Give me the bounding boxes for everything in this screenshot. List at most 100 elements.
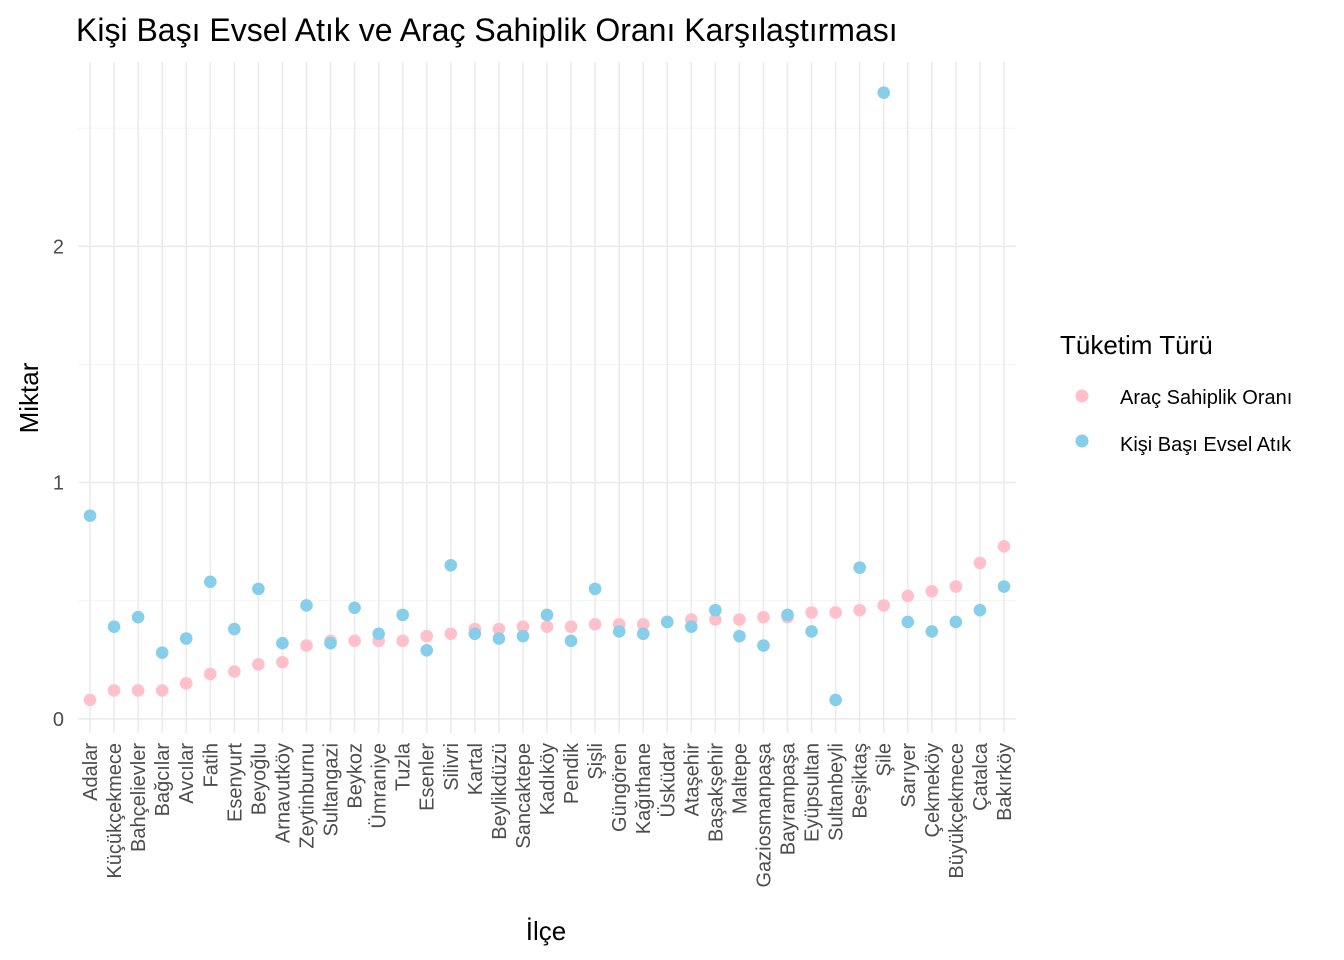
x-tick-label: Gaziosmanpaşa <box>753 742 775 887</box>
point-kisi-basi-atik <box>829 693 842 707</box>
x-tick-label: Arnavutköy <box>272 743 294 843</box>
point-kisi-basi-atik <box>901 615 915 629</box>
x-tick-label: Bağcılar <box>152 743 174 817</box>
point-kisi-basi-atik <box>540 608 554 622</box>
point-kisi-basi-atik <box>468 627 482 641</box>
point-arac-sahiplik <box>179 677 193 690</box>
point-arac-sahiplik <box>444 627 458 641</box>
point-kisi-basi-atik <box>155 646 169 659</box>
x-tick-label: Kadıköy <box>537 743 559 815</box>
x-tick-label: Bahçelievler <box>128 743 150 852</box>
point-arac-sahiplik <box>131 684 145 697</box>
point-kisi-basi-atik <box>636 627 650 641</box>
point-arac-sahiplik <box>540 620 554 633</box>
point-arac-sahiplik <box>757 610 770 624</box>
point-arac-sahiplik <box>805 606 818 619</box>
x-tick-label: Beyoğlu <box>248 743 270 815</box>
point-arac-sahiplik <box>252 658 265 671</box>
x-tick-label: Tuzla <box>393 742 415 791</box>
point-arac-sahiplik <box>203 667 217 681</box>
x-tick-label: Beşiktaş <box>850 743 872 819</box>
point-kisi-basi-atik <box>660 615 674 629</box>
point-kisi-basi-atik <box>83 509 97 522</box>
x-tick-label: Beykoz <box>345 743 367 809</box>
point-arac-sahiplik <box>396 634 409 648</box>
point-kisi-basi-atik <box>444 558 458 572</box>
x-tick-label: Maltepe <box>729 743 751 814</box>
chart-title: Kişi Başı Evsel Atık ve Araç Sahiplik Or… <box>76 12 898 48</box>
x-tick-label: Esenler <box>417 743 439 811</box>
y-tick-label: 0 <box>53 709 64 731</box>
point-arac-sahiplik <box>420 629 434 643</box>
point-kisi-basi-atik <box>252 582 265 596</box>
x-tick-label: Avcılar <box>176 743 198 804</box>
legend-title: Tüketim Türü <box>1060 330 1213 360</box>
point-kisi-basi-atik <box>588 582 602 596</box>
point-arac-sahiplik <box>348 634 361 648</box>
x-tick-label: Beylikdüzü <box>489 743 511 840</box>
x-tick-label: Sultangazi <box>321 743 343 836</box>
x-tick-label: Fatih <box>200 743 222 787</box>
legend-label-kisi-basi-atik: Kişi Başı Evsel Atık <box>1120 434 1292 456</box>
point-kisi-basi-atik <box>997 580 1011 593</box>
point-arac-sahiplik <box>709 613 722 626</box>
x-axis-ticks: Adalar Küçükçekmece Bahçelievler Bağcılar Av… <box>80 742 1016 888</box>
point-kisi-basi-atik <box>853 561 866 574</box>
x-tick-label: Sultanbeyli <box>826 743 848 841</box>
point-kisi-basi-atik <box>733 629 746 643</box>
x-tick-label: Kağıthane <box>633 743 655 834</box>
point-arac-sahiplik <box>636 618 650 631</box>
point-kisi-basi-atik <box>949 615 963 629</box>
x-tick-label: Küçükçekmece <box>104 743 126 879</box>
point-kisi-basi-atik <box>877 86 891 100</box>
point-arac-sahiplik <box>853 603 866 617</box>
x-tick-label: Silivri <box>441 743 463 791</box>
y-tick-label: 2 <box>53 236 64 258</box>
point-arac-sahiplik <box>949 580 963 593</box>
grid <box>78 62 1016 733</box>
point-arac-sahiplik <box>564 620 578 633</box>
point-arac-sahiplik <box>107 684 121 697</box>
point-arac-sahiplik <box>733 613 746 626</box>
x-tick-label: Çatalca <box>970 742 992 811</box>
legend-key-kisi-basi-atik <box>1075 434 1089 448</box>
point-arac-sahiplik <box>492 622 506 636</box>
x-tick-label: Şile <box>874 743 896 776</box>
x-tick-label: Eyüpsultan <box>802 743 824 842</box>
point-kisi-basi-atik <box>107 620 121 633</box>
point-arac-sahiplik <box>588 618 602 631</box>
legend-key-arac-sahiplik <box>1075 389 1089 403</box>
x-tick-label: Sancaktepe <box>513 743 535 849</box>
point-kisi-basi-atik <box>203 575 217 589</box>
point-arac-sahiplik <box>228 665 241 678</box>
x-tick-label: Kartal <box>465 743 487 795</box>
point-arac-sahiplik <box>877 599 891 612</box>
point-arac-sahiplik <box>997 540 1011 553</box>
x-tick-label: Güngören <box>609 743 631 832</box>
point-arac-sahiplik <box>973 556 987 570</box>
x-tick-label: Büyükçekmece <box>946 743 968 879</box>
x-tick-label: Bayrampaşa <box>778 742 800 855</box>
point-kisi-basi-atik <box>685 620 698 633</box>
x-tick-label: Sarıyer <box>898 743 920 808</box>
x-tick-label: Ümraniye <box>369 743 391 829</box>
x-tick-label: Şişli <box>585 743 607 780</box>
point-kisi-basi-atik <box>973 603 987 617</box>
x-axis-title: İlçe <box>526 916 566 946</box>
point-kisi-basi-atik <box>372 627 385 641</box>
point-kisi-basi-atik <box>396 608 409 622</box>
point-kisi-basi-atik <box>612 625 626 638</box>
point-kisi-basi-atik <box>324 636 337 650</box>
point-kisi-basi-atik <box>564 634 578 648</box>
x-tick-label: Bakırköy <box>994 743 1016 821</box>
point-kisi-basi-atik <box>131 610 145 624</box>
point-kisi-basi-atik <box>757 639 770 652</box>
point-arac-sahiplik <box>925 584 939 598</box>
point-arac-sahiplik <box>155 684 169 697</box>
y-tick-label: 1 <box>53 473 64 495</box>
point-kisi-basi-atik <box>492 632 506 645</box>
point-kisi-basi-atik <box>179 632 193 645</box>
point-arac-sahiplik <box>829 606 842 619</box>
point-kisi-basi-atik <box>781 608 794 622</box>
